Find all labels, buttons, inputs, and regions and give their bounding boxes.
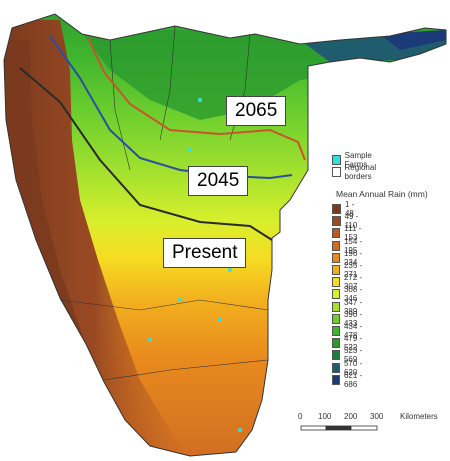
legend-class-label: 196 - 234: [343, 248, 363, 267]
scale-bar-segment: [325, 425, 352, 431]
legend-class-swatch: [332, 350, 340, 361]
legend-class-swatch: [332, 289, 340, 300]
sample-farms: [148, 98, 242, 432]
legend-class-row: 235 - 271: [332, 261, 363, 279]
sample-farms-swatch: [332, 155, 341, 165]
legend-class-swatch: [332, 265, 340, 275]
legend-class-row: 621 - 686: [332, 370, 363, 389]
legend-class-swatch: [332, 204, 341, 214]
sample-farm: [198, 98, 202, 102]
legend-class-label: 308 - 346: [343, 285, 363, 304]
legend-class-swatch: [332, 240, 340, 251]
legend-class-label: 570 - 620: [343, 358, 363, 377]
y2065-boundary-line: [87, 37, 306, 161]
legend-class-swatch: [332, 228, 341, 239]
legend-class-swatch: [332, 338, 340, 349]
sample-farm: [188, 148, 192, 152]
sample-farm: [228, 268, 232, 272]
regional-border: [59, 299, 269, 311]
scale-bar: [300, 425, 378, 431]
legend-class-label: 479 - 522: [343, 334, 363, 353]
label-2065: 2065: [226, 96, 287, 126]
legend-class-row: 111 - 153: [332, 224, 362, 243]
scale-bar-segment: [300, 425, 327, 431]
label-2045: 2045: [188, 166, 249, 196]
scale-tick-label: 100: [318, 412, 332, 421]
legend-class-swatch: [332, 277, 340, 288]
legend-class-row: 272 - 307: [332, 273, 363, 292]
legend-regional-borders: Regional borders: [344, 163, 377, 181]
legend-class-row: 523 - 569: [332, 346, 363, 365]
legend-class-swatch: [332, 374, 340, 385]
label-present: Present: [163, 238, 247, 268]
scale-bar-segment: [350, 425, 378, 431]
scale-tick-label: 0: [298, 412, 303, 421]
legend-class-row: 347 - 389: [332, 297, 363, 316]
legend-class-label: 272 - 307: [343, 273, 363, 292]
legend-class-swatch: [332, 362, 340, 373]
sample-farm: [218, 318, 222, 322]
legend-class-label: 1 - 48: [344, 200, 355, 218]
legend-class-label: 621 - 686: [343, 370, 363, 389]
regional-border: [109, 39, 131, 171]
legend-sample-farms: Sample Farms: [344, 151, 372, 169]
legend-title: Mean Annual Rain (mm): [336, 189, 428, 199]
legend-class-label: 111 - 153: [344, 224, 362, 243]
legend-class-row: 1 - 48: [332, 200, 358, 218]
regional-border: [159, 25, 176, 141]
legend-class-row: 479 - 522: [332, 334, 363, 353]
y2045-boundary-line: [49, 35, 293, 180]
sample-farm: [148, 338, 152, 342]
regional-borders-swatch: [332, 167, 341, 177]
legend-class-swatch: [332, 216, 341, 227]
legend-class-label: 154 - 195: [343, 236, 363, 255]
sample-farm: [238, 428, 242, 432]
legend-class-swatch: [332, 313, 340, 324]
legend-class-label: 235 - 271: [343, 261, 363, 279]
legend-class-label: 390 - 433: [343, 309, 363, 328]
legend-class-row: 154 - 195: [332, 236, 363, 255]
scale-unit: Kilometers: [400, 412, 438, 421]
legend-class-label: 434 - 478: [343, 322, 363, 340]
legend-class-swatch: [332, 326, 340, 336]
scale-tick-label: 200: [344, 412, 358, 421]
legend-class-label: 49 - 110: [344, 212, 359, 231]
scale-tick-label: 300: [370, 412, 384, 421]
legend-class-row: 390 - 433: [332, 309, 363, 328]
legend-class-row: 196 - 234: [332, 248, 363, 267]
legend-class-swatch: [332, 301, 340, 312]
legend-class-row: 570 - 620: [332, 358, 363, 377]
legend-class-label: 523 - 569: [343, 346, 363, 365]
legend-class-row: 434 - 478: [332, 322, 363, 340]
legend-class-label: 347 - 389: [343, 297, 363, 316]
legend-class-swatch: [332, 252, 340, 263]
regional-border: [103, 359, 269, 381]
legend-class-row: 49 - 110: [332, 212, 362, 231]
present-boundary-line: [19, 67, 273, 241]
sample-farm: [178, 298, 182, 302]
legend-class-row: 308 - 346: [332, 285, 363, 304]
